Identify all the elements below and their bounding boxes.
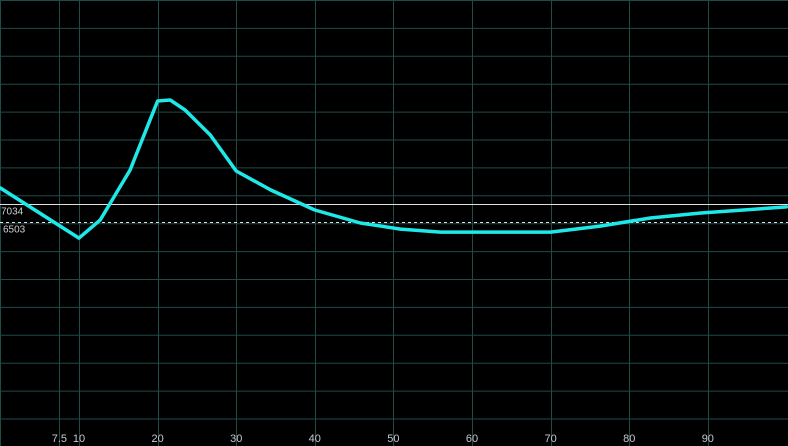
x-tick-label: 90 [702, 433, 714, 445]
reference-line-label: 7034 [1, 207, 24, 218]
x-tick-label: 40 [309, 433, 321, 445]
x-tick-label: 7.5 [52, 433, 67, 445]
series-line [0, 98, 788, 240]
x-tick-label: 20 [151, 433, 163, 445]
x-tick-label: 70 [544, 433, 556, 445]
x-tick-label: 80 [623, 433, 635, 445]
reference-line-label: 6503 [3, 225, 26, 236]
x-tick-label: 10 [73, 433, 85, 445]
x-axis-ticks: 7.5 10 20 30 40 50 60 70 80 90 [52, 433, 714, 445]
x-tick-label: 30 [230, 433, 242, 445]
x-tick-label: 60 [466, 433, 478, 445]
x-tick-label: 50 [387, 433, 399, 445]
series-layer [0, 98, 788, 240]
reference-lines: 7034 6503 [0, 204, 788, 236]
